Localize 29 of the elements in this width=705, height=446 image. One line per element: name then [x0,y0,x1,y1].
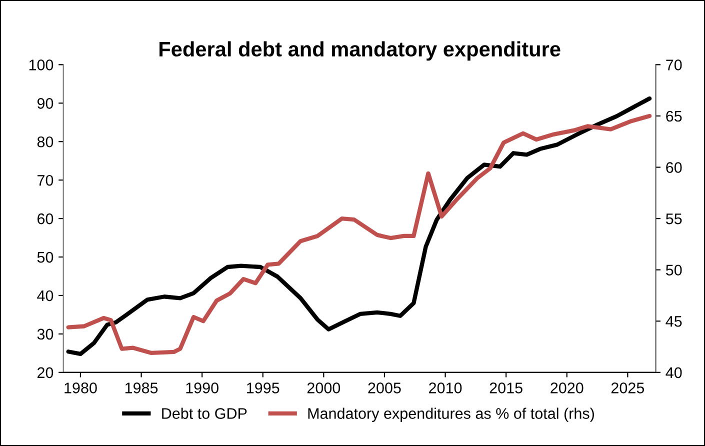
y-tick-label: 80 [37,136,54,148]
y2-tick-label: 50 [666,264,682,276]
y2-tick-label: 55 [666,214,682,224]
x-tick-label: 1985 [125,382,158,394]
y2-tick-label: 60 [666,162,682,173]
x-tick-label: 1980 [64,382,97,394]
y-tick-label: 70 [38,174,54,186]
y-tick-label: 20 [38,367,54,378]
legend-label: Debt to GDP [162,408,247,419]
chart-title: Federal debt and mandatory expenditure [160,41,560,61]
legend-label: Mandatory expenditures as % of total (rhs) [308,408,594,422]
y-tick-label: 50 [37,252,54,263]
y-tick-label: 40 [37,290,54,302]
y2-tick-label: 45 [666,316,682,327]
x-tick-label: 2000 [307,382,340,394]
x-tick-label: 2010 [429,382,462,394]
y-tick-label: 90 [37,98,54,109]
x-tick-label: 1995 [247,382,280,394]
y2-tick-label: 40 [666,367,682,378]
y2-tick-label: 65 [666,110,682,122]
y-tick-label: 100 [29,60,54,70]
x-tick-label: 2005 [368,382,401,394]
y-tick-label: 60 [38,213,54,224]
x-tick-label: 2015 [490,382,522,394]
x-tick-label: 2025 [611,382,644,394]
x-tick-label: 1990 [186,382,218,394]
x-tick-label: 2020 [550,382,584,394]
y2-tick-label: 70 [666,60,682,70]
y-tick-label: 30 [37,328,54,340]
